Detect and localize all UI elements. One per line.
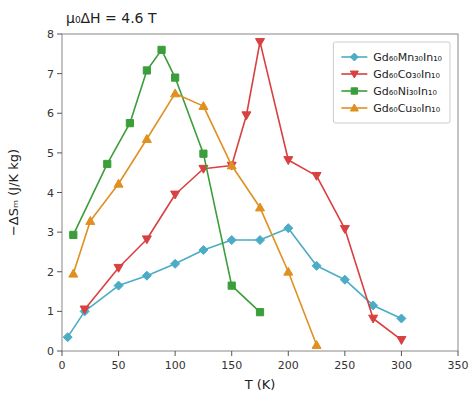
y-tick xyxy=(57,192,62,193)
legend-marker xyxy=(350,53,358,61)
data-point xyxy=(69,269,78,277)
x-tick xyxy=(288,351,289,356)
series-line xyxy=(73,50,260,312)
data-point xyxy=(158,46,165,53)
plot-frame xyxy=(62,34,458,351)
y-tick-label: 4 xyxy=(47,187,54,200)
x-tick xyxy=(401,351,402,356)
data-point xyxy=(199,102,208,110)
x-tick-label: 250 xyxy=(334,359,355,372)
data-point xyxy=(227,236,236,245)
x-tick xyxy=(118,351,119,356)
data-point xyxy=(171,89,180,97)
data-point xyxy=(114,264,123,272)
y-tick-label: 2 xyxy=(47,266,54,279)
x-tick xyxy=(175,351,176,356)
y-tick-label: 1 xyxy=(47,305,54,318)
data-point xyxy=(284,157,293,165)
y-tick-label: 8 xyxy=(47,28,54,41)
legend-label: Gd₆₀Mn₃₀In₁₀ xyxy=(373,51,442,64)
data-point xyxy=(114,179,123,187)
legend-label: Gd₆₀Cu₃₀In₁₀ xyxy=(373,102,440,115)
data-point xyxy=(171,191,180,199)
x-tick-label: 50 xyxy=(112,359,126,372)
data-point xyxy=(228,282,235,289)
data-point xyxy=(256,309,263,316)
legend-label: Gd₆₀Co₃₀In₁₀ xyxy=(373,68,440,81)
data-point xyxy=(80,307,89,316)
y-axis-label: −ΔSₘ (J/K kg) xyxy=(6,149,21,236)
legend-label: Gd₆₀Ni₃₀In₁₀ xyxy=(373,85,437,98)
data-point xyxy=(256,39,265,47)
y-tick-label: 3 xyxy=(47,226,54,239)
y-tick xyxy=(57,232,62,233)
x-tick-label: 200 xyxy=(278,359,299,372)
data-point xyxy=(242,112,251,120)
x-tick-label: 300 xyxy=(391,359,412,372)
data-point xyxy=(171,259,180,268)
x-tick-label: 350 xyxy=(448,359,469,372)
data-point xyxy=(142,135,151,143)
y-tick-label: 6 xyxy=(47,107,54,120)
data-point xyxy=(369,315,378,323)
y-tick xyxy=(57,152,62,153)
series-line xyxy=(68,228,402,337)
x-tick-label: 100 xyxy=(165,359,186,372)
x-tick-label: 0 xyxy=(59,359,66,372)
data-point xyxy=(340,275,349,284)
data-point xyxy=(397,337,406,345)
axes: 0 50 100 150 200 250 300 350 0 1 2 3 4 5 6 7 8 xyxy=(47,28,469,372)
legend: Gd₆₀Mn₃₀In₁₀ Gd₆₀Co₃₀In₁₀ Gd₆₀Ni₃₀In₁₀ Gd₆₀… xyxy=(333,42,450,123)
legend-box xyxy=(333,42,450,123)
x-tick xyxy=(62,351,63,356)
data-point xyxy=(63,333,72,342)
data-point xyxy=(256,236,265,245)
y-tick xyxy=(57,351,62,352)
x-tick xyxy=(458,351,459,356)
annotation: μ₀ΔH = 4.6 T xyxy=(66,10,157,26)
data-point xyxy=(143,67,150,74)
data-point xyxy=(80,306,89,314)
data-point xyxy=(114,281,123,290)
legend-marker xyxy=(350,71,358,78)
data-point xyxy=(104,160,111,167)
data-point xyxy=(284,267,293,275)
y-tick xyxy=(57,73,62,74)
y-tick xyxy=(57,34,62,35)
y-tick xyxy=(57,311,62,312)
data-point xyxy=(397,314,406,323)
data-point xyxy=(312,261,321,270)
legend-marker xyxy=(350,104,358,111)
data-point xyxy=(142,271,151,280)
data-point xyxy=(312,341,321,349)
x-tick xyxy=(231,351,232,356)
series xyxy=(70,46,264,316)
y-tick-label: 5 xyxy=(47,147,54,160)
data-point xyxy=(284,224,293,233)
data-point xyxy=(142,236,151,244)
data-point xyxy=(70,231,77,238)
series-line xyxy=(73,93,316,345)
chart: 0 50 100 150 200 250 300 350 0 1 2 3 4 5 6 7 8 T (K) −ΔSₘ … xyxy=(0,0,474,401)
y-tick-label: 7 xyxy=(47,68,54,81)
data-point xyxy=(199,245,208,254)
y-tick xyxy=(57,113,62,114)
data-point xyxy=(86,217,95,225)
y-tick xyxy=(57,271,62,272)
legend-marker xyxy=(351,88,357,94)
data-point xyxy=(256,203,265,211)
series xyxy=(63,224,406,342)
data-point xyxy=(172,74,179,81)
y-tick-label: 0 xyxy=(47,345,54,358)
series xyxy=(69,89,321,348)
data-point xyxy=(340,226,349,234)
data-point xyxy=(126,120,133,127)
data-point xyxy=(312,172,321,180)
x-tick-label: 150 xyxy=(221,359,242,372)
data-point xyxy=(227,161,236,169)
x-axis-label: T (K) xyxy=(244,377,276,392)
data-point xyxy=(200,150,207,157)
x-tick xyxy=(344,351,345,356)
